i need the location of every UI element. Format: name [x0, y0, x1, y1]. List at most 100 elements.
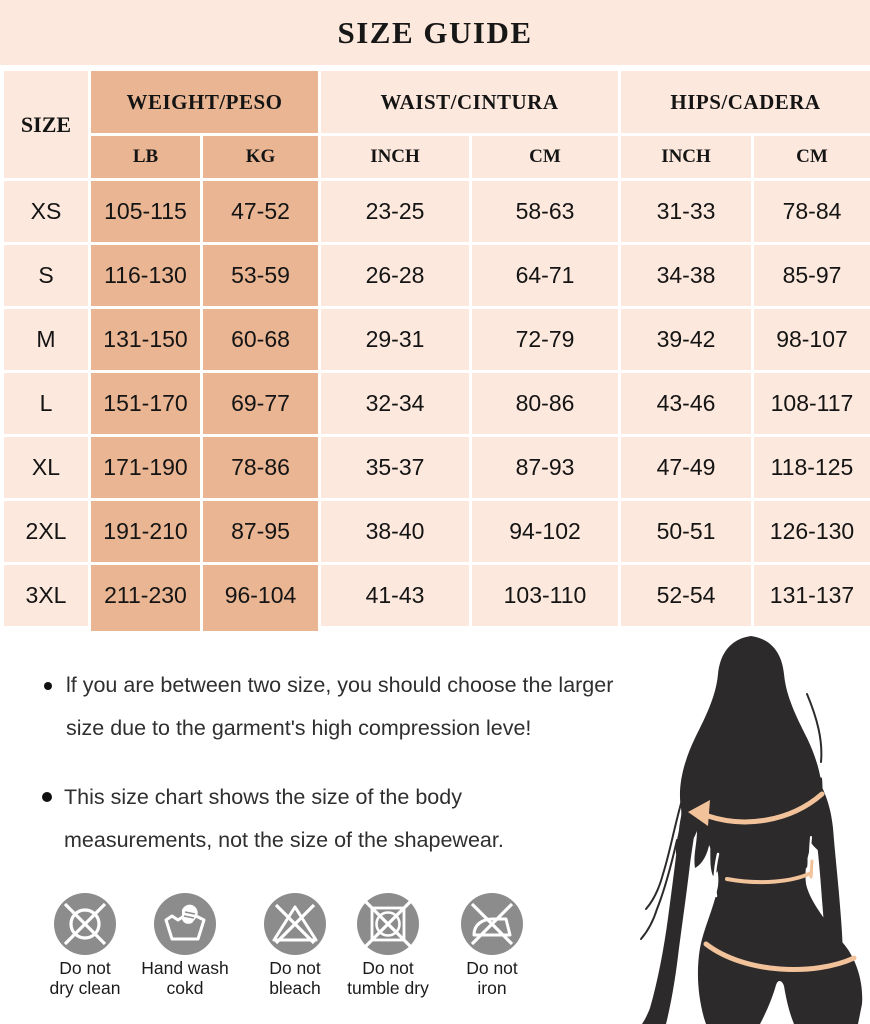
waist-inch-subheader: INCH	[321, 136, 469, 178]
size-cell: XS	[4, 181, 88, 242]
weight-lb-cell: 116-130	[91, 245, 200, 306]
hips-cm-subheader: CM	[754, 136, 870, 178]
care-label-line: Do not	[269, 958, 321, 978]
waist-inch-cell: 32-34	[321, 373, 469, 434]
size-cell: 2XL	[4, 501, 88, 562]
size-column-header: SIZE	[4, 71, 88, 178]
care-label-line: Do not	[466, 958, 518, 978]
weight-lb-cell: 131-150	[91, 309, 200, 370]
hips-group-header: HIPS/CADERA	[621, 71, 870, 133]
care-label-line: Hand wash	[141, 958, 229, 978]
size-cell: M	[4, 309, 88, 370]
weight-lb-cell: 105-115	[91, 181, 200, 242]
hip-measurement-line	[703, 941, 857, 972]
weight-kg-cell: 78-86	[203, 437, 318, 498]
note-line: lf you are between two size, you should …	[66, 673, 614, 697]
waist-inch-cell: 38-40	[321, 501, 469, 562]
hips-cm-cell: 126-130	[754, 501, 870, 562]
care-do-not-bleach: Do not bleach	[235, 893, 355, 998]
size-chart-table: SIZE WEIGHT/PESO WAIST/CINTURA HIPS/CADE…	[4, 71, 870, 626]
waist-cm-cell: 103-110	[472, 565, 618, 626]
page-title: SIZE GUIDE	[337, 14, 533, 50]
lb-subheader: LB	[91, 136, 200, 178]
hips-inch-cell: 43-46	[621, 373, 751, 434]
hips-cm-cell: 108-117	[754, 373, 870, 434]
table-edge-decoration	[91, 626, 200, 631]
bullet-icon	[42, 792, 52, 802]
do-not-bleach-icon	[264, 893, 326, 955]
care-do-not-iron: Do not iron	[432, 893, 552, 998]
waist-inch-cell: 26-28	[321, 245, 469, 306]
hips-cm-cell: 98-107	[754, 309, 870, 370]
woman-silhouette-measurement-illustration	[640, 636, 863, 1024]
hips-inch-cell: 34-38	[621, 245, 751, 306]
bullet-icon	[44, 682, 52, 690]
waist-cm-cell: 80-86	[472, 373, 618, 434]
do-not-tumble-dry-icon	[357, 893, 419, 955]
waist-inch-cell: 41-43	[321, 565, 469, 626]
hips-cm-cell: 118-125	[754, 437, 870, 498]
left-arm-shape	[642, 777, 701, 1024]
note-line: size due to the garment's high compressi…	[66, 716, 532, 740]
hips-cm-cell: 85-97	[754, 245, 870, 306]
care-label-line: dry clean	[49, 978, 121, 998]
weight-lb-cell: 191-210	[91, 501, 200, 562]
waist-line-tick	[809, 859, 814, 879]
weight-group-header: WEIGHT/PESO	[91, 71, 318, 133]
weight-kg-cell: 87-95	[203, 501, 318, 562]
weight-kg-cell: 60-68	[203, 309, 318, 370]
weight-kg-cell: 53-59	[203, 245, 318, 306]
bust-measurement-arrow	[705, 791, 825, 825]
waist-group-header: WAIST/CINTURA	[321, 71, 618, 133]
waist-measurement-line	[725, 871, 813, 885]
weight-lb-cell: 171-190	[91, 437, 200, 498]
hips-inch-cell: 50-51	[621, 501, 751, 562]
waist-inch-cell: 35-37	[321, 437, 469, 498]
sizing-notes: lf you are between two size, you should …	[38, 664, 638, 862]
size-cell: XL	[4, 437, 88, 498]
weight-lb-cell: 211-230	[91, 565, 200, 626]
care-label-line: bleach	[269, 978, 321, 998]
waist-cm-cell: 87-93	[472, 437, 618, 498]
note-body-measurements: This size chart shows the size of the bo…	[38, 776, 638, 862]
hair-strand	[645, 799, 683, 910]
waist-inch-cell: 23-25	[321, 181, 469, 242]
waist-cm-cell: 64-71	[472, 245, 618, 306]
title-band: SIZE GUIDE	[0, 0, 870, 65]
weight-kg-cell: 69-77	[203, 373, 318, 434]
size-cell: L	[4, 373, 88, 434]
weight-kg-cell: 96-104	[203, 565, 318, 626]
size-cell: S	[4, 245, 88, 306]
care-label-line: Do not	[59, 958, 111, 978]
waist-cm-cell: 94-102	[472, 501, 618, 562]
note-line: measurements, not the size of the shapew…	[64, 828, 504, 852]
waist-inch-cell: 29-31	[321, 309, 469, 370]
hips-inch-subheader: INCH	[621, 136, 751, 178]
do-not-iron-icon	[461, 893, 523, 955]
arm-body-gap	[713, 852, 720, 898]
care-do-not-dry-clean: Do not dry clean	[25, 893, 145, 998]
waist-cm-subheader: CM	[472, 136, 618, 178]
weight-kg-cell: 47-52	[203, 181, 318, 242]
hips-inch-cell: 39-42	[621, 309, 751, 370]
care-label-line: iron	[477, 978, 507, 998]
weight-lb-cell: 151-170	[91, 373, 200, 434]
hair-strand	[640, 839, 678, 940]
care-hand-wash: Hand wash cokd	[125, 893, 245, 998]
note-line: This size chart shows the size of the bo…	[64, 785, 462, 809]
arm-body-gap	[808, 836, 813, 895]
hips-cm-cell: 131-137	[754, 565, 870, 626]
kg-subheader: KG	[203, 136, 318, 178]
right-arm-shape	[812, 777, 843, 1005]
hips-inch-cell: 47-49	[621, 437, 751, 498]
care-label-line: tumble dry	[347, 978, 429, 998]
arrowhead	[688, 800, 710, 826]
care-label-line: cokd	[166, 978, 204, 998]
hips-inch-cell: 31-33	[621, 181, 751, 242]
hips-inch-cell: 52-54	[621, 565, 751, 626]
waist-cm-cell: 72-79	[472, 309, 618, 370]
care-do-not-tumble-dry: Do not tumble dry	[328, 893, 448, 998]
hips-cm-cell: 78-84	[754, 181, 870, 242]
care-label-line: Do not	[362, 958, 414, 978]
